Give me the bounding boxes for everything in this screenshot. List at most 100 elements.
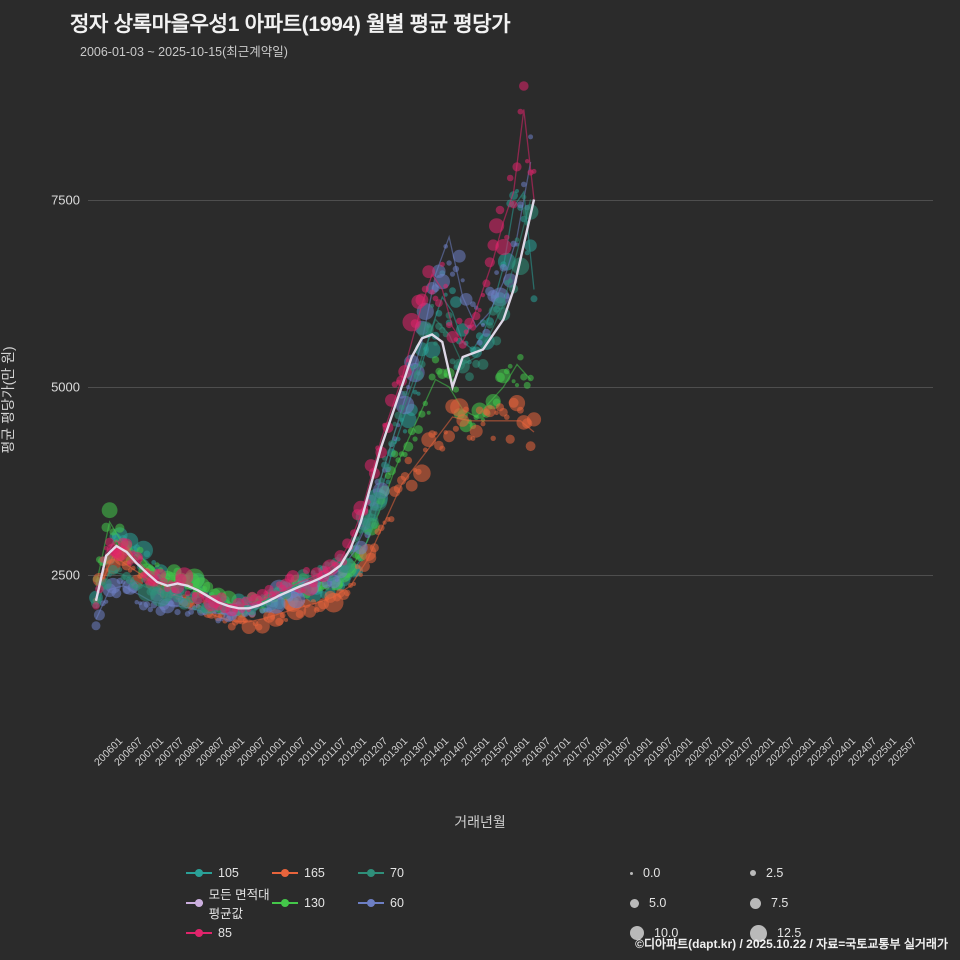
data-point (439, 326, 446, 334)
data-point (515, 189, 519, 193)
data-point (483, 405, 496, 418)
legend-item-165[interactable]: 165 (272, 866, 358, 880)
data-point (121, 538, 133, 550)
data-point (433, 341, 438, 346)
y-axis-tick-label: 5000 (51, 379, 80, 395)
legend-size-label: 2.5 (766, 866, 784, 880)
legend-size-bullet-icon (750, 897, 761, 909)
data-point (507, 278, 513, 284)
data-point (382, 520, 387, 525)
data-point (255, 618, 270, 634)
data-point (482, 279, 491, 288)
data-point (505, 434, 515, 444)
data-point (469, 424, 483, 438)
data-point (446, 322, 453, 329)
data-point (410, 319, 420, 328)
series-105 (89, 189, 538, 615)
x-axis-ticks: 200601 200607 200701 200707 200801 200807 2009… (88, 735, 933, 820)
data-point (449, 287, 456, 295)
legend-size-item-0.0[interactable]: 0.0 (630, 866, 750, 880)
legend-item-130[interactable]: 130 (272, 896, 358, 910)
series-60 (91, 134, 534, 631)
data-point (109, 528, 117, 536)
data-point (378, 477, 385, 484)
data-point (460, 278, 465, 283)
data-point (402, 451, 408, 458)
data-point (286, 570, 300, 583)
gridline (88, 387, 933, 388)
data-point (391, 381, 398, 388)
data-point (490, 435, 496, 441)
data-point (517, 201, 524, 209)
plot-area: 2500 5000 7500 (51, 72, 933, 762)
legend-size-item-5.0[interactable]: 5.0 (630, 896, 750, 910)
data-point (406, 385, 411, 390)
data-point (402, 390, 408, 397)
legend-marker-icon (195, 899, 203, 907)
data-point (520, 373, 528, 381)
series-line (95, 161, 532, 620)
series-70 (90, 194, 539, 616)
data-point (472, 311, 481, 321)
data-point (388, 440, 395, 448)
data-point (175, 567, 194, 586)
data-point (456, 414, 470, 427)
data-point (482, 328, 491, 337)
data-point (494, 270, 499, 275)
data-point (275, 617, 284, 626)
data-point (363, 513, 379, 529)
scatter-plot (89, 81, 542, 634)
legend-item-70[interactable]: 70 (358, 866, 468, 880)
legend-marker-icon (367, 899, 375, 907)
data-point (449, 271, 456, 277)
data-point (131, 565, 136, 571)
data-point (521, 194, 527, 200)
data-point (469, 324, 477, 331)
data-point (92, 602, 100, 610)
legend-item-105[interactable]: 105 (186, 866, 272, 880)
data-point (506, 174, 514, 182)
legend-label: 165 (304, 866, 325, 880)
legend-size-item-12.5[interactable]: 12.5 (750, 924, 870, 942)
data-point (446, 260, 452, 266)
legend-size-group: 0.0 2.5 5.0 7.5 10.0 12.5 (630, 858, 890, 948)
data-point (517, 354, 524, 361)
data-point (475, 406, 484, 415)
legend-item-60[interactable]: 60 (358, 896, 468, 910)
legend-item-85[interactable]: 85 (186, 926, 272, 940)
data-point (495, 239, 512, 256)
series-line (94, 199, 536, 610)
data-point (527, 374, 534, 382)
data-point (439, 445, 446, 452)
data-point (493, 297, 507, 310)
legend-size-label: 0.0 (643, 866, 661, 880)
data-point (503, 368, 510, 375)
data-point (279, 612, 286, 619)
data-point (480, 421, 486, 427)
data-point (524, 250, 530, 256)
data-point (398, 404, 405, 411)
data-point (100, 578, 112, 590)
data-point (365, 552, 377, 564)
page-title: 정자 상록마을우성1 아파트(1994) 월별 평균 평당가 (70, 13, 511, 36)
data-point (134, 600, 139, 605)
data-point (514, 383, 520, 388)
data-point (443, 430, 455, 443)
data-point (136, 546, 144, 554)
data-point (488, 306, 498, 316)
legend-size-item-10.0[interactable]: 10.0 (630, 926, 750, 940)
data-point (514, 237, 520, 242)
legend: 105 165 70 모든 면적대 평균값 130 60 85 0.0 2.5 5.0 7.5 10… (0, 858, 960, 942)
legend-item-모든 면적대 평균값[interactable]: 모든 면적대 평균값 (186, 884, 272, 922)
data-point (422, 265, 436, 279)
legend-size-bullet-icon (750, 870, 756, 876)
data-point (525, 159, 530, 164)
data-point (499, 407, 508, 417)
data-point (530, 295, 538, 303)
legend-size-item-2.5[interactable]: 2.5 (750, 866, 870, 880)
x-axis-label: 거래년월 (454, 814, 506, 830)
data-point (101, 502, 118, 519)
legend-size-item-7.5[interactable]: 7.5 (750, 896, 870, 910)
data-point (93, 609, 105, 621)
